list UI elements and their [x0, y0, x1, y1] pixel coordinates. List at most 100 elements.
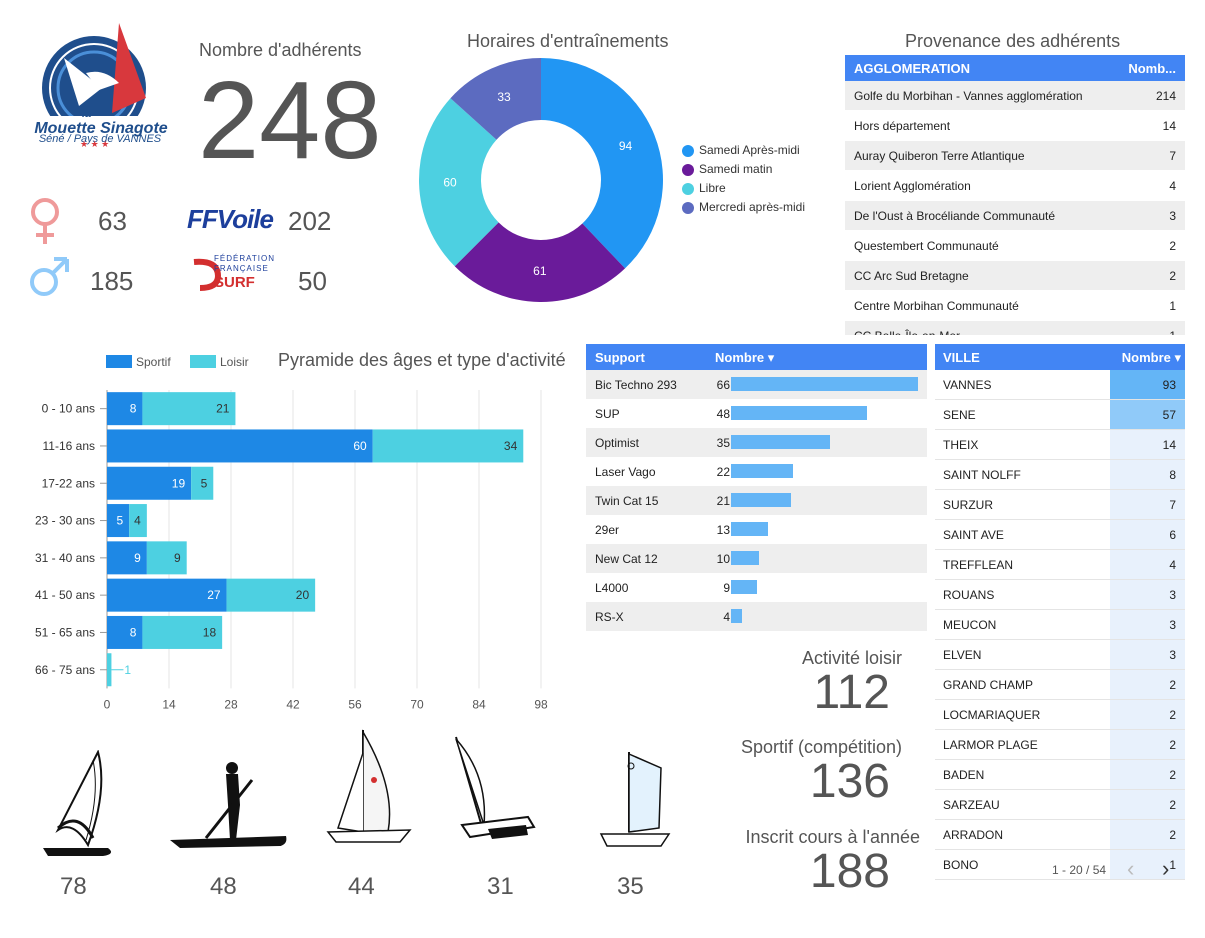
ville-heat-cell: [1110, 700, 1185, 729]
ville-cell-value: 2: [1169, 708, 1176, 722]
ville-cell-value: 93: [1162, 378, 1176, 392]
bar-value-label: 5: [201, 476, 208, 490]
provenance-row[interactable]: CC Belle-Île-en-Mer 1: [845, 321, 1185, 335]
bar-value-label: 8: [130, 625, 137, 639]
bar-loisir[interactable]: [142, 392, 236, 426]
x-tick-label: 28: [224, 697, 238, 710]
ville-prev-button[interactable]: ‹: [1127, 856, 1135, 881]
bar-value-label: 9: [174, 551, 181, 565]
bar-loisir[interactable]: [107, 653, 112, 687]
bar-sportif[interactable]: [107, 615, 143, 649]
ville-row[interactable]: LARMOR PLAGE 2: [935, 730, 1185, 760]
ville-cell-name: TREFFLEAN: [943, 558, 1014, 572]
ville-cell-name: LOCMARIAQUER: [943, 708, 1041, 722]
ville-cell-name: GRAND CHAMP: [943, 678, 1034, 692]
ville-next-button[interactable]: ›: [1162, 856, 1170, 881]
support-row[interactable]: RS-X 4: [586, 602, 927, 631]
ville-cell-name: BONO: [943, 858, 979, 872]
donut-legend-label: Samedi matin: [699, 162, 773, 176]
bar-sportif[interactable]: [107, 392, 143, 426]
ville-header: VILLE Nombre ▾: [935, 344, 1185, 370]
bar-loisir[interactable]: [226, 578, 316, 612]
support-row[interactable]: New Cat 12 10: [586, 544, 927, 573]
ville-row[interactable]: BONO 1: [935, 850, 1185, 880]
ville-row[interactable]: SAINT AVE 6: [935, 520, 1185, 550]
donut-slice[interactable]: [454, 222, 626, 302]
ffvoile-count: 202: [288, 206, 332, 236]
optimist-illustration: [595, 750, 675, 860]
donut-slice[interactable]: [541, 58, 663, 269]
provenance-row[interactable]: CC Arc Sud Bretagne 2: [845, 261, 1185, 291]
bar-loisir[interactable]: [372, 429, 524, 463]
support-row[interactable]: Laser Vago 22: [586, 457, 927, 486]
ville-row[interactable]: SURZUR 7: [935, 490, 1185, 520]
ville-cell-value: 2: [1169, 798, 1176, 812]
ville-cell-name: SURZUR: [943, 498, 993, 512]
ville-row[interactable]: GRAND CHAMP 2: [935, 670, 1185, 700]
ville-cell-name: SENE: [943, 408, 976, 422]
provenance-row[interactable]: Golfe du Morbihan - Vannes agglomération…: [845, 81, 1185, 111]
logo-name-small: la: [82, 108, 92, 120]
bar-loisir[interactable]: [146, 541, 187, 575]
donut-slice[interactable]: [419, 98, 499, 267]
ffsurf-logo: FÉDÉRATION FRANÇAISE SURF: [188, 254, 280, 292]
support-row[interactable]: SUP 48: [586, 399, 927, 428]
ville-row[interactable]: LOCMARIAQUER 2: [935, 700, 1185, 730]
bar-sportif[interactable]: [107, 578, 227, 612]
donut-slice-label: 61: [533, 264, 547, 278]
provenance-row[interactable]: De l'Oust à Brocéliande Communauté 3: [845, 201, 1185, 231]
ville-row[interactable]: ELVEN 3: [935, 640, 1185, 670]
support-row[interactable]: L4000 9: [586, 573, 927, 602]
ville-row[interactable]: SENE 57: [935, 400, 1185, 430]
ville-row[interactable]: ROUANS 3: [935, 580, 1185, 610]
provenance-row[interactable]: Centre Morbihan Communauté 1: [845, 291, 1185, 321]
support-bar: [731, 609, 743, 623]
bar-sportif[interactable]: [107, 504, 130, 538]
provenance-header-agglomeration[interactable]: AGGLOMERATION: [854, 61, 971, 76]
support-row[interactable]: 29er 13: [586, 515, 927, 544]
donut-legend-dot: [682, 183, 694, 195]
provenance-row[interactable]: Questembert Communauté 2: [845, 231, 1185, 261]
provenance-body: Golfe du Morbihan - Vannes agglomération…: [845, 81, 1185, 335]
provenance-cell-name: Questembert Communauté: [854, 239, 999, 253]
provenance-row[interactable]: Hors département 14: [845, 111, 1185, 141]
bar-sportif[interactable]: [107, 429, 373, 463]
ville-row[interactable]: THEIX 14: [935, 430, 1185, 460]
y-tick-label: 41 - 50 ans: [35, 588, 95, 602]
optimist-count: 35: [617, 873, 644, 900]
activity-sportif: Sportif (compétition) 136: [700, 737, 902, 806]
logo-stars: ★ ★ ★: [80, 139, 110, 149]
ville-cell-name: THEIX: [943, 438, 979, 452]
bar-sportif[interactable]: [107, 541, 147, 575]
support-header-support[interactable]: Support: [595, 350, 645, 365]
provenance-row[interactable]: Auray Quiberon Terre Atlantique 7: [845, 141, 1185, 171]
provenance-cell-name: CC Arc Sud Bretagne: [854, 269, 969, 283]
ville-row[interactable]: SARZEAU 2: [935, 790, 1185, 820]
support-row[interactable]: Optimist 35: [586, 428, 927, 457]
bar-sportif[interactable]: [107, 466, 192, 500]
support-row[interactable]: Bic Techno 293 66: [586, 370, 927, 399]
donut-slice[interactable]: [450, 58, 541, 140]
support-row[interactable]: Twin Cat 15 21: [586, 486, 927, 515]
ville-heat-cell: [1110, 430, 1185, 459]
ville-cell-name: ROUANS: [943, 588, 995, 602]
provenance-row[interactable]: Lorient Agglomération 4: [845, 171, 1185, 201]
ville-row[interactable]: MEUCON 3: [935, 610, 1185, 640]
donut-legend-label: Samedi Après-midi: [699, 143, 800, 157]
bar-loisir[interactable]: [129, 504, 147, 538]
ville-header-nombre[interactable]: Nombre ▾: [1121, 350, 1181, 365]
laser-illustration: [318, 728, 413, 861]
bar-value-label: 60: [353, 439, 367, 453]
ville-row[interactable]: VANNES 93: [935, 370, 1185, 400]
provenance-header-nombre[interactable]: Nomb...: [1128, 61, 1176, 76]
ville-row[interactable]: TREFFLEAN 4: [935, 550, 1185, 580]
ville-row[interactable]: BADEN 2: [935, 760, 1185, 790]
ville-row[interactable]: ARRADON 2: [935, 820, 1185, 850]
bar-loisir[interactable]: [142, 615, 223, 649]
activity-cours-label: Inscrit cours à l'année: [745, 827, 920, 847]
ville-cell-value: 2: [1169, 828, 1176, 842]
bar-loisir[interactable]: [191, 466, 214, 500]
ville-header-ville[interactable]: VILLE: [943, 350, 980, 365]
ville-row[interactable]: SAINT NOLFF 8: [935, 460, 1185, 490]
support-header-nombre[interactable]: Nombre ▾: [715, 350, 775, 365]
